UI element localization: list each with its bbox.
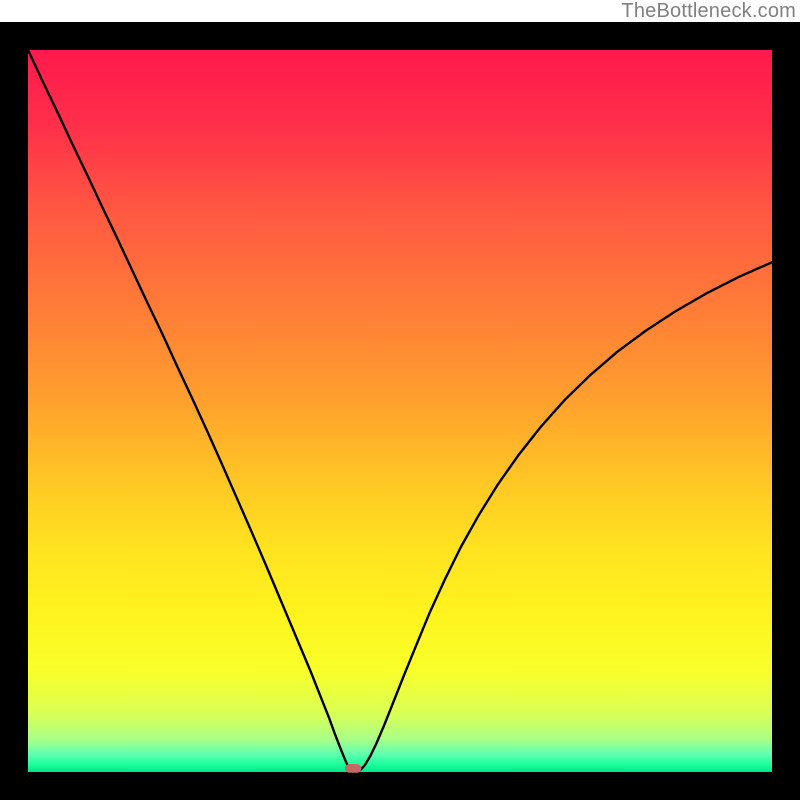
chart-container: TheBottleneck.com: [0, 0, 800, 800]
min-marker: [345, 764, 361, 773]
chart-svg: [0, 0, 800, 800]
watermark-text: TheBottleneck.com: [621, 0, 796, 23]
plot-background: [28, 50, 772, 772]
